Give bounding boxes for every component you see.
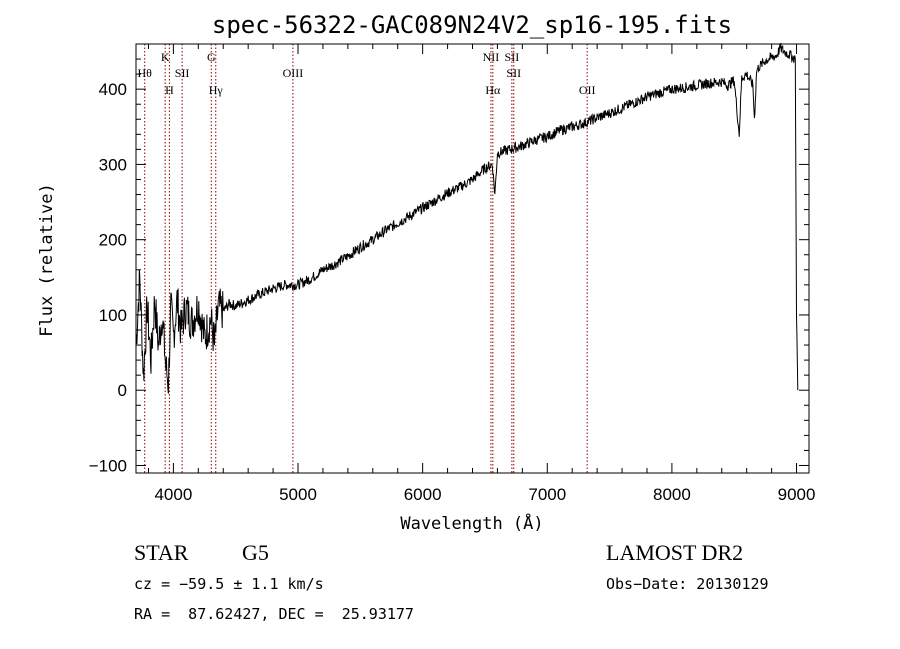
y-axis-label: Flux (relative): [37, 183, 57, 337]
emission-line-label: OII: [579, 83, 596, 97]
emission-line-label: K: [161, 50, 170, 64]
emission-line-label: Hγ: [209, 83, 224, 97]
emission-line-label: Hθ: [138, 66, 153, 80]
x-axis: 4000 5000 6000 7000 8000 9000: [147, 44, 816, 504]
x-tick-label: 7000: [528, 485, 566, 504]
redshift-text: cz = −59.5 ± 1.1 km/s: [134, 575, 324, 593]
y-tick-label: −100: [89, 456, 127, 475]
y-tick-label: 100: [99, 306, 127, 325]
emission-line-label: SII: [506, 66, 521, 80]
survey-name: LAMOST DR2: [606, 540, 743, 565]
y-tick-label: 200: [99, 231, 127, 250]
y-axis: −100 0 100 200 300 400: [89, 58, 809, 475]
y-tick-label: 400: [99, 80, 127, 99]
chart-title: spec-56322-GAC089N24V2_sp16-195.fits: [212, 11, 732, 39]
y-tick-label: 0: [118, 381, 127, 400]
x-tick-label: 5000: [279, 485, 317, 504]
obs-date-text: Obs−Date: 20130129: [606, 575, 769, 593]
spectrum-series-line: [135, 43, 799, 394]
emission-line-label: G: [207, 50, 216, 64]
plot-frame: [135, 43, 810, 474]
emission-line-label: Hα: [485, 83, 501, 97]
coordinates-text: RA = 87.62427, DEC = 25.93177: [134, 605, 414, 623]
emission-line-label: OIII: [283, 66, 304, 80]
object-subclass: G5: [242, 540, 269, 565]
emission-line-label: SII: [505, 50, 520, 64]
x-axis-label: Wavelength (Å): [400, 512, 543, 534]
x-tick-label: 4000: [154, 485, 192, 504]
y-tick-label: 300: [99, 155, 127, 174]
emission-line-label: NII: [483, 50, 500, 64]
emission-line-label: H: [165, 83, 174, 97]
x-tick-label: 9000: [778, 485, 816, 504]
x-tick-label: 8000: [653, 485, 691, 504]
x-tick-label: 6000: [404, 485, 442, 504]
object-class: STAR: [134, 540, 189, 565]
emission-line-label: SII: [175, 66, 190, 80]
